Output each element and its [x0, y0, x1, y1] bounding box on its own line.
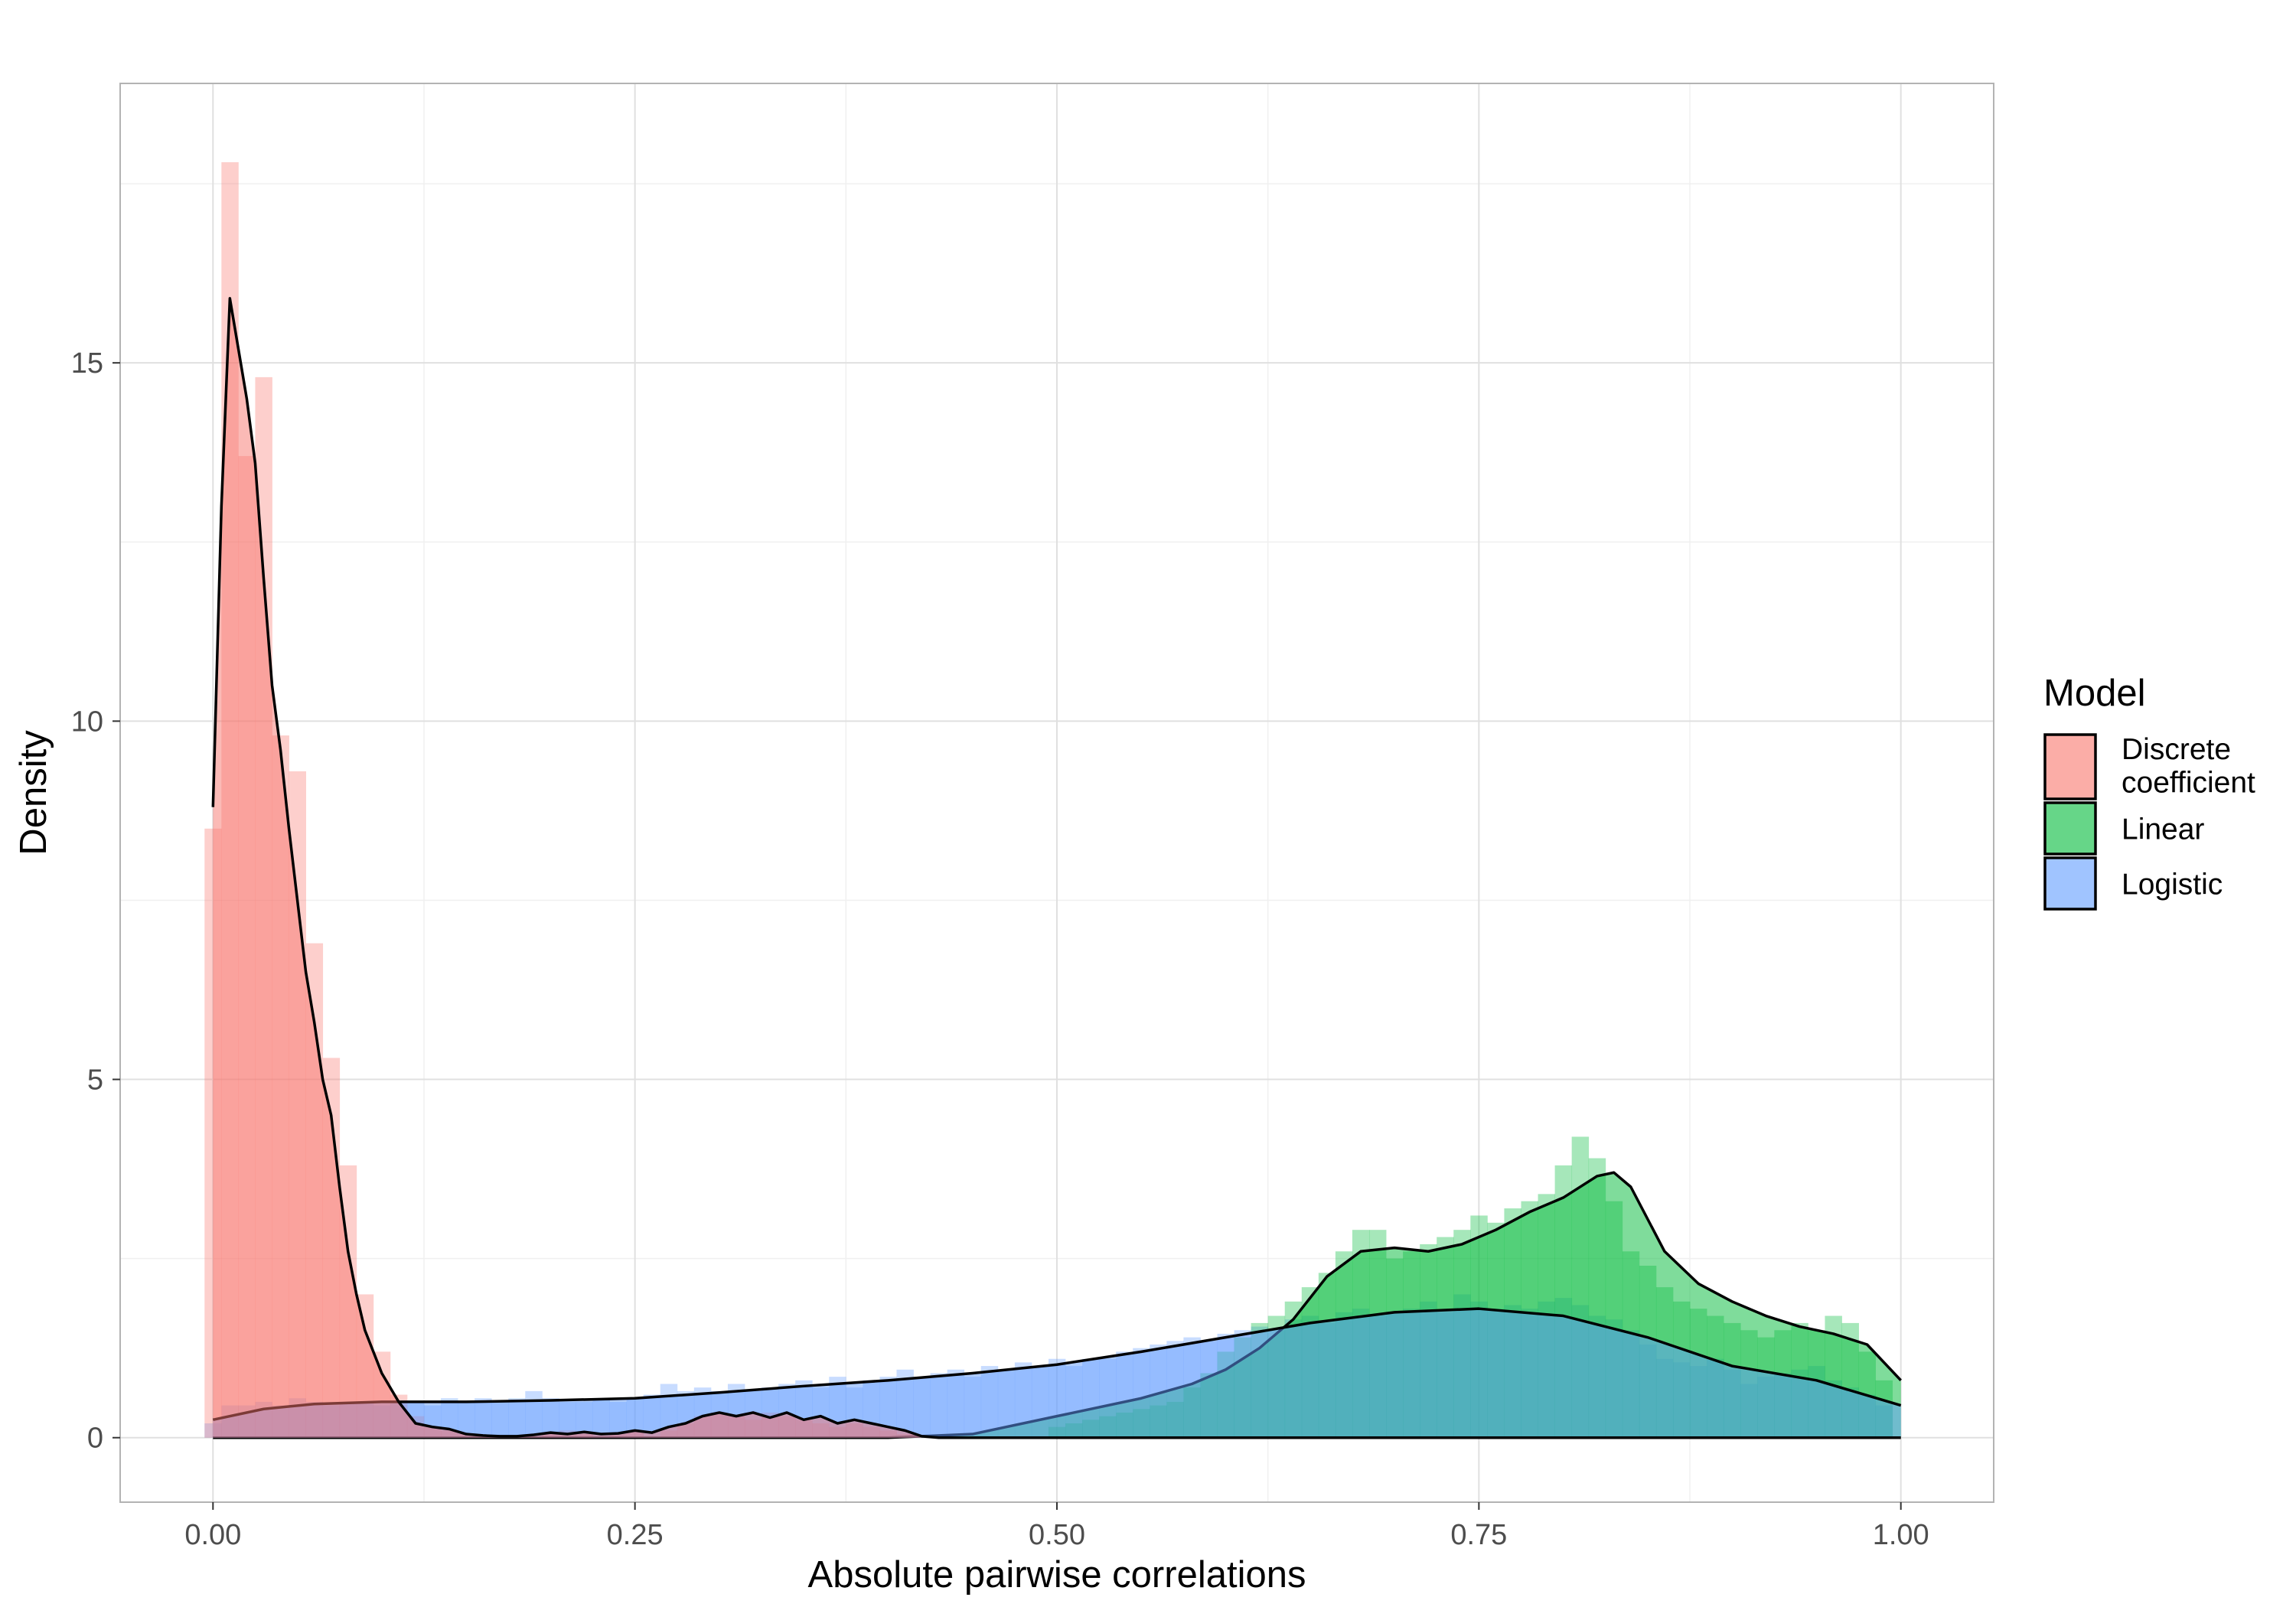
legend: Model Discrete coefficient Linear Logistic [2043, 673, 2255, 911]
x-tick-label: 0.75 [1450, 1519, 1507, 1551]
density-curve [211, 297, 1901, 1439]
y-tick-label: 15 [71, 347, 103, 380]
y-tick-label: 0 [87, 1423, 103, 1455]
x-tick-label: 0.25 [607, 1519, 664, 1551]
y-tick-label: 10 [71, 706, 103, 738]
legend-item: Linear [2043, 801, 2204, 856]
legend-key [2043, 856, 2097, 911]
y-tick-label: 5 [87, 1064, 103, 1097]
density-curves [211, 297, 1902, 1439]
legend-item: Logistic [2043, 856, 2223, 911]
x-tick-label: 0.50 [1029, 1519, 1085, 1551]
legend-item: Discrete coefficient [2043, 733, 2255, 800]
legend-label: Discrete coefficient [2122, 733, 2255, 800]
density-area [213, 1309, 1901, 1438]
legend-label: Linear [2122, 813, 2204, 846]
legend-key [2043, 801, 2097, 856]
y-axis: 0 5 10 15 [71, 347, 120, 1455]
legend-key [2043, 733, 2097, 800]
x-tick-label: 1.00 [1873, 1519, 1929, 1551]
legend-title: Model [2043, 673, 2145, 714]
x-axis-title: Absolute pairwise correlations [808, 1554, 1306, 1596]
density-curve [212, 1307, 1902, 1422]
x-tick-label: 0.00 [184, 1519, 241, 1551]
legend-label: Logistic [2122, 869, 2223, 901]
legend-items: Discrete coefficient Linear Logistic [2043, 733, 2255, 911]
y-axis-title: Density [13, 730, 54, 856]
x-axis: 0.00 0.25 0.50 0.75 1.00 [184, 1502, 1929, 1551]
